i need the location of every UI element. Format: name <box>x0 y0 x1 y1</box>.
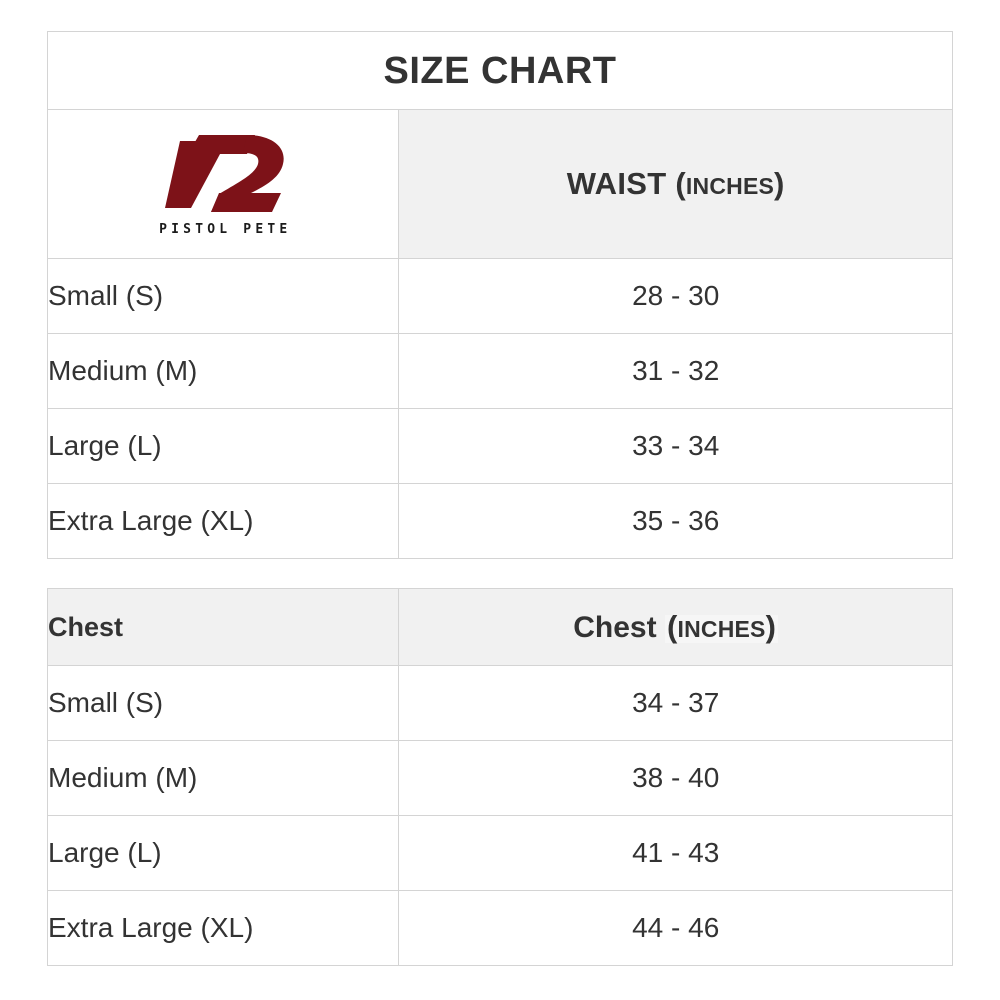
size-label: Medium (M) <box>46 740 400 816</box>
size-value: 35 - 36 <box>398 483 953 559</box>
table-spacer <box>47 559 953 588</box>
table-row: Extra Large (XL) 44 - 46 <box>46 890 953 966</box>
size-label: Medium (M) <box>46 333 400 409</box>
table-row: Extra Large (XL) 35 - 36 <box>46 483 953 559</box>
size-value: 33 - 34 <box>398 408 953 484</box>
waist-header-row: PISTOL PETE WAIST (INCHES) <box>46 109 953 259</box>
size-value: 44 - 46 <box>398 890 953 966</box>
waist-size-table: SIZE CHART <box>46 31 953 559</box>
table-row: Small (S) 34 - 37 <box>46 665 953 741</box>
size-value: 34 - 37 <box>398 665 953 741</box>
size-value: 28 - 30 <box>398 258 953 334</box>
size-label: Small (S) <box>46 258 400 334</box>
chest-header-row: Chest Chest (INCHES) <box>46 588 953 666</box>
chart-title-cell: SIZE CHART <box>47 31 953 110</box>
chest-header-left-cell: Chest <box>46 588 400 666</box>
pistol-pete-p2-logo-icon <box>165 134 284 212</box>
size-value: 31 - 32 <box>398 333 953 409</box>
chest-header-unit: (INCHES) <box>664 609 779 644</box>
size-value: 38 - 40 <box>398 740 953 816</box>
brand-wordmark: PISTOL PETE <box>159 221 292 237</box>
size-label: Large (L) <box>46 408 400 484</box>
size-label: Extra Large (XL) <box>46 890 400 966</box>
size-label: Large (L) <box>46 815 400 891</box>
chest-header-cell: Chest (INCHES) <box>398 588 953 666</box>
size-value: 41 - 43 <box>398 815 953 891</box>
chest-size-table: Chest Chest (INCHES) Small (S) 34 - 37 M… <box>46 588 953 966</box>
size-label: Extra Large (XL) <box>46 483 400 559</box>
waist-header-unit: (INCHES) <box>675 166 785 201</box>
table-row: Medium (M) 31 - 32 <box>46 333 953 409</box>
size-label: Small (S) <box>46 665 400 741</box>
waist-unit-text: INCHES <box>685 173 775 199</box>
table-row: Small (S) 28 - 30 <box>46 258 953 334</box>
logo-wrap: PISTOL PETE <box>48 132 398 237</box>
brand-logo-cell: PISTOL PETE <box>46 109 400 259</box>
table-row: Large (L) 41 - 43 <box>46 815 953 891</box>
chest-unit-text: INCHES <box>677 616 766 642</box>
chest-header-left-label: Chest <box>48 611 124 642</box>
table-row: Large (L) 33 - 34 <box>46 408 953 484</box>
table-row: Medium (M) 38 - 40 <box>46 740 953 816</box>
chest-header-label: Chest <box>573 611 657 644</box>
waist-header-label: WAIST <box>566 166 667 201</box>
waist-header-cell: WAIST (INCHES) <box>398 109 953 259</box>
title-row: SIZE CHART <box>47 31 953 110</box>
page-title: SIZE CHART <box>383 49 617 92</box>
